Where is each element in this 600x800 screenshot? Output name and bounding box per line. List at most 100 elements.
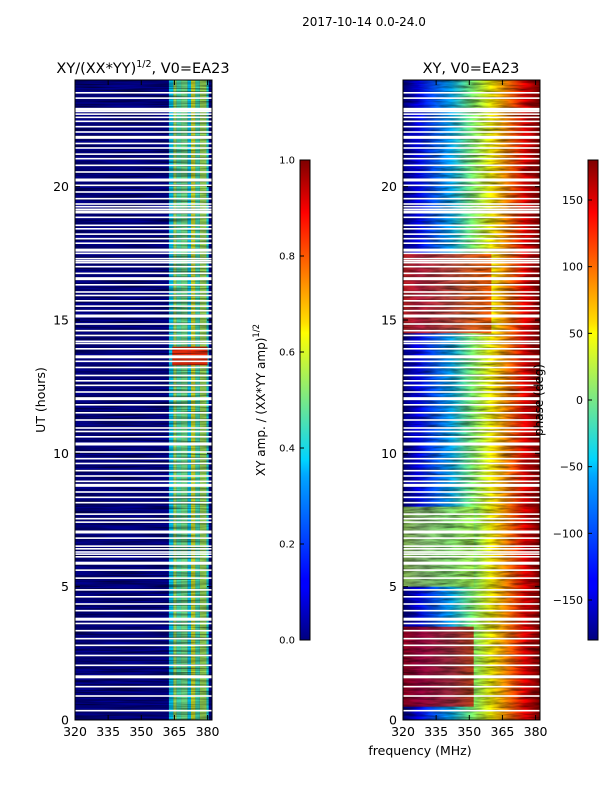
- flagged-row: [75, 314, 212, 318]
- flagged-row: [403, 637, 540, 640]
- flagged-row: [403, 545, 540, 547]
- flagged-row: [403, 553, 540, 555]
- flagged-row: [403, 248, 540, 252]
- flagged-row: [75, 475, 212, 477]
- flagged-row: [75, 617, 212, 621]
- flagged-row: [403, 384, 540, 387]
- flagged-row: [403, 530, 540, 534]
- amplitude-axes-frame: [74, 79, 213, 721]
- flagged-row: [403, 208, 540, 211]
- flagged-row: [75, 323, 212, 325]
- flagged-row: [403, 309, 540, 312]
- flagged-row: [75, 513, 212, 515]
- flagged-row: [75, 491, 212, 493]
- flagged-row: [75, 419, 212, 421]
- flagged-row: [75, 329, 212, 332]
- flagged-row: [403, 491, 540, 493]
- x-tick-label: 335: [424, 724, 448, 739]
- flagged-row: [75, 384, 212, 387]
- x-tick-label: 380: [196, 724, 220, 739]
- flagged-row: [75, 135, 212, 139]
- flagged-row: [403, 548, 540, 550]
- flagged-row: [403, 709, 540, 712]
- flagged-row: [75, 265, 212, 268]
- phase-colorbar-tick-label: −50: [560, 461, 583, 474]
- flagged-row: [403, 257, 540, 260]
- flagged-row: [75, 113, 212, 115]
- flagged-row: [75, 685, 212, 688]
- flagged-row: [75, 644, 212, 647]
- phase-colorbar-tick-label: 0: [576, 394, 583, 407]
- flagged-row: [403, 480, 540, 483]
- y-tick-label: 0: [61, 713, 69, 728]
- flagged-row: [403, 197, 540, 200]
- flagged-row: [403, 664, 540, 667]
- phase-colorbar-tick-label: 50: [569, 327, 583, 340]
- flagged-row: [75, 483, 212, 487]
- flagged-row: [403, 569, 540, 571]
- flagged-row: [75, 131, 212, 133]
- flagged-row: [403, 277, 540, 281]
- flagged-row: [75, 366, 212, 369]
- flagged-row: [403, 210, 540, 214]
- flagged-row: [403, 110, 540, 113]
- flagged-row: [75, 342, 212, 345]
- flagged-row: [403, 629, 540, 632]
- flagged-row: [403, 300, 540, 302]
- flagged-row: [75, 436, 212, 438]
- flagged-row: [403, 157, 540, 160]
- flagged-row: [403, 97, 540, 99]
- flagged-row: [403, 404, 540, 406]
- flagged-row: [403, 419, 540, 421]
- flagged-row: [75, 178, 212, 182]
- flagged-row: [403, 237, 540, 240]
- flagged-row: [403, 178, 540, 182]
- flagged-row: [75, 664, 212, 667]
- flagged-row: [403, 142, 540, 145]
- flagged-row: [403, 521, 540, 523]
- flagged-row: [75, 291, 212, 293]
- flagged-row: [403, 191, 540, 193]
- x-tick-label: 320: [391, 724, 415, 739]
- flagged-row: [403, 603, 540, 605]
- amplitude-colorbar-tick-label: 0.6: [279, 348, 295, 359]
- flagged-row: [75, 153, 212, 155]
- y-tick-label: 15: [381, 313, 397, 328]
- flagged-row: [75, 203, 212, 205]
- flagged-row: [403, 92, 540, 94]
- y-tick-label: 0: [389, 713, 397, 728]
- flagged-row: [75, 305, 212, 307]
- flagged-row: [403, 622, 540, 625]
- x-tick-label: 335: [96, 724, 120, 739]
- flagged-row: [403, 228, 540, 230]
- flagged-row: [403, 436, 540, 438]
- flagged-row: [75, 237, 212, 240]
- flagged-row: [75, 147, 212, 149]
- amplitude-colorbar-label: XY amp. / (XX*YY amp)1/2: [252, 324, 268, 476]
- flagged-row: [75, 216, 212, 219]
- panel-amplitude: XY/(XX*YY)1/2, V0=EA23 320 335 350 365 380 0 5…: [33, 59, 230, 739]
- flagged-row: [75, 462, 212, 465]
- flagged-row: [75, 695, 212, 697]
- flagged-row: [403, 294, 540, 297]
- amplitude-colorbar-tick-label: 0.2: [279, 540, 295, 551]
- phase-colorbar-label: phase (deg): [532, 364, 546, 436]
- flagged-row: [75, 569, 212, 571]
- flagged-row: [403, 685, 540, 688]
- flagged-row: [403, 412, 540, 414]
- flagged-row: [75, 309, 212, 312]
- flagged-row: [403, 184, 540, 187]
- flagged-row: [403, 654, 540, 657]
- flagged-row: [403, 609, 540, 612]
- flagged-row: [403, 577, 540, 579]
- flagged-row: [403, 397, 540, 401]
- flagged-row: [75, 675, 212, 679]
- flagged-row: [403, 203, 540, 205]
- flagged-row: [403, 483, 540, 487]
- flagged-row: [75, 556, 212, 558]
- flagged-row: [75, 589, 212, 591]
- phase-colorbar-tick-label: 150: [562, 194, 583, 207]
- flagged-row: [75, 451, 212, 453]
- flagged-row: [403, 252, 540, 255]
- flagged-row: [75, 654, 212, 657]
